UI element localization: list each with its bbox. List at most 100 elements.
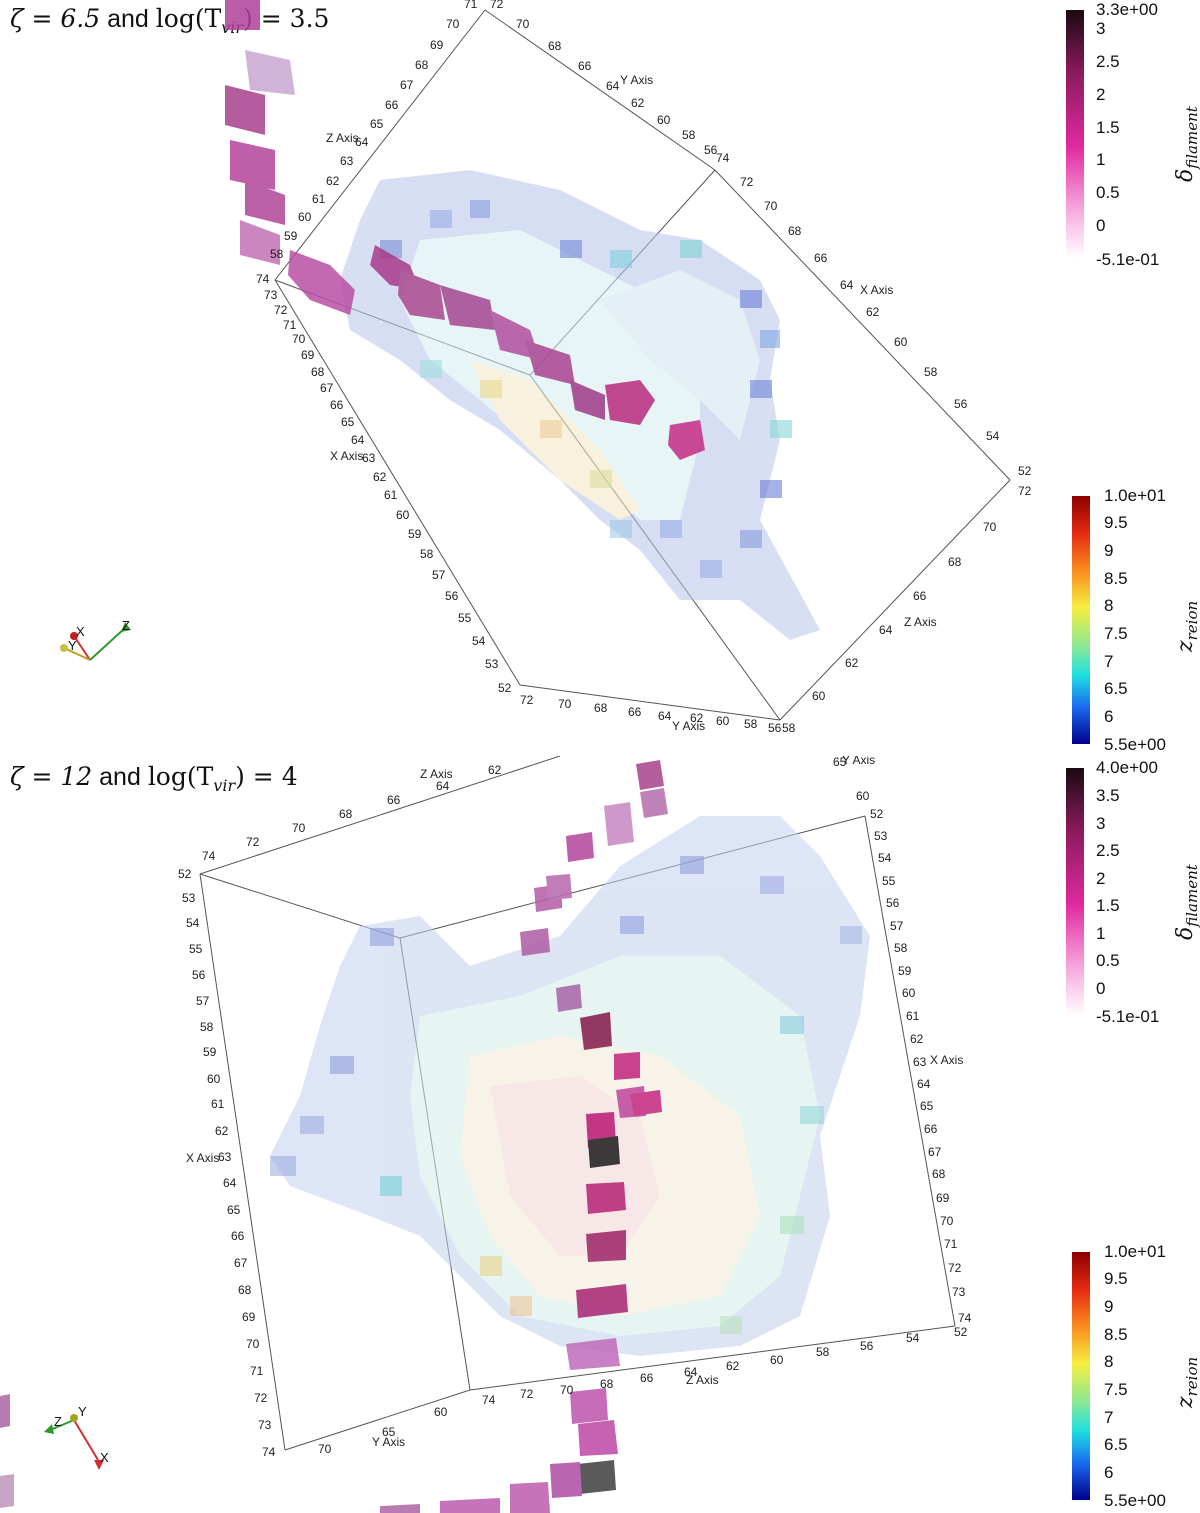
svg-text:60: 60 xyxy=(716,714,730,728)
ticks-bottom-y: 70 65 60 Y Axis xyxy=(318,1405,448,1456)
ticks-right-x: 52 53 54 55 56 57 58 59 60 61 62 63 64 6… xyxy=(870,807,972,1325)
svg-text:Z: Z xyxy=(54,1414,62,1429)
svg-text:67: 67 xyxy=(320,381,334,395)
svg-text:53: 53 xyxy=(874,829,888,843)
svg-text:54: 54 xyxy=(986,429,1000,443)
svg-text:60: 60 xyxy=(902,986,916,1000)
ticks-top-y: 65 60 Y Axis xyxy=(833,756,875,803)
svg-text:61: 61 xyxy=(312,192,326,206)
svg-text:58: 58 xyxy=(420,547,434,561)
svg-text:0: 0 xyxy=(1096,216,1105,235)
svg-text:6: 6 xyxy=(1104,1463,1113,1482)
svg-text:55: 55 xyxy=(189,942,203,956)
svg-text:70: 70 xyxy=(246,1337,260,1351)
svg-text:3: 3 xyxy=(1096,814,1105,833)
colorbar-zreion: 1.0e+01 9.5 9 8.5 8 7.5 7 6.5 6 5.5e+00 … xyxy=(1072,1242,1200,1510)
svg-text:70: 70 xyxy=(764,199,778,213)
svg-text:δfilament: δfilament xyxy=(1173,105,1200,182)
svg-text:59: 59 xyxy=(408,527,422,541)
svg-text:8.5: 8.5 xyxy=(1104,1325,1128,1344)
svg-text:Z: Z xyxy=(122,618,130,633)
svg-text:60: 60 xyxy=(298,210,312,224)
svg-text:2.5: 2.5 xyxy=(1096,841,1120,860)
svg-text:68: 68 xyxy=(238,1283,252,1297)
ticks-bottom-y: 72 70 68 66 64 62 60 58 56 Y Axis xyxy=(520,693,782,735)
svg-text:62: 62 xyxy=(845,656,859,670)
svg-text:1: 1 xyxy=(1096,924,1105,943)
svg-text:66: 66 xyxy=(330,398,344,412)
svg-text:62: 62 xyxy=(488,763,502,777)
svg-text:61: 61 xyxy=(211,1097,225,1111)
svg-text:67: 67 xyxy=(234,1256,248,1270)
svg-text:-5.1e-01: -5.1e-01 xyxy=(1096,250,1159,269)
svg-text:65: 65 xyxy=(227,1203,241,1217)
svg-text:58: 58 xyxy=(816,1345,830,1359)
svg-text:60: 60 xyxy=(396,508,410,522)
svg-text:8.5: 8.5 xyxy=(1104,569,1128,588)
svg-text:72: 72 xyxy=(246,835,260,849)
ticks-top-y: 72 70 68 66 64 62 60 58 56 Y Axis xyxy=(490,0,718,157)
svg-text:56: 56 xyxy=(954,397,968,411)
svg-text:9: 9 xyxy=(1104,1297,1113,1316)
svg-text:8: 8 xyxy=(1104,596,1113,615)
svg-text:66: 66 xyxy=(385,98,399,112)
svg-text:Y Axis: Y Axis xyxy=(842,756,875,767)
svg-text:52: 52 xyxy=(954,1325,968,1339)
svg-text:Z Axis: Z Axis xyxy=(686,1373,719,1387)
panel-title: ζ = 12 and log(Tvir) = 4 xyxy=(10,762,298,795)
svg-text:0.5: 0.5 xyxy=(1096,951,1120,970)
svg-text:60: 60 xyxy=(207,1072,221,1086)
svg-text:71: 71 xyxy=(464,0,478,11)
svg-text:72: 72 xyxy=(520,1387,534,1401)
svg-text:68: 68 xyxy=(594,701,608,715)
svg-text:70: 70 xyxy=(983,520,997,534)
svg-text:69: 69 xyxy=(301,348,315,362)
svg-text:Z Axis: Z Axis xyxy=(326,131,359,145)
svg-text:-5.1e-01: -5.1e-01 xyxy=(1096,1007,1159,1026)
svg-text:73: 73 xyxy=(264,288,278,302)
svg-text:56: 56 xyxy=(886,896,900,910)
ticks-top-left-z: 71 70 69 68 67 66 65 64 63 62 61 60 59 5… xyxy=(270,0,478,261)
svg-text:72: 72 xyxy=(948,1261,962,1275)
svg-text:72: 72 xyxy=(254,1391,268,1405)
svg-text:58: 58 xyxy=(744,717,758,731)
svg-text:62: 62 xyxy=(326,174,340,188)
svg-text:63: 63 xyxy=(913,1055,927,1069)
ticks-top-z: 74 72 70 68 66 64 62 Z Axis xyxy=(202,763,502,863)
svg-text:67: 67 xyxy=(400,78,414,92)
svg-text:64: 64 xyxy=(436,779,450,793)
svg-text:71: 71 xyxy=(283,318,297,332)
svg-text:62: 62 xyxy=(373,470,387,484)
colorbar-zreion: 1.0e+01 9.5 9 8.5 8 7.5 7 6.5 6 5.5e+00 … xyxy=(1072,486,1200,754)
svg-text:Y: Y xyxy=(78,1404,87,1419)
svg-text:73: 73 xyxy=(258,1418,272,1432)
svg-text:66: 66 xyxy=(924,1122,938,1136)
svg-text:3: 3 xyxy=(1096,19,1105,38)
svg-text:Y Axis: Y Axis xyxy=(372,1435,405,1449)
svg-text:64: 64 xyxy=(879,623,893,637)
svg-text:52: 52 xyxy=(498,681,512,695)
svg-text:68: 68 xyxy=(339,807,353,821)
orientation-triad: Z X Y xyxy=(60,618,131,661)
svg-text:72: 72 xyxy=(740,175,754,189)
svg-text:56: 56 xyxy=(704,143,718,157)
svg-text:57: 57 xyxy=(432,568,446,582)
svg-text:Z Axis: Z Axis xyxy=(904,615,937,629)
ticks-right-z: 72 70 68 66 64 62 60 58 Z Axis xyxy=(782,484,1032,735)
svg-text:68: 68 xyxy=(548,39,562,53)
svg-text:Y: Y xyxy=(68,638,77,653)
svg-text:57: 57 xyxy=(196,994,210,1008)
orientation-triad: X Z Y xyxy=(44,1404,109,1470)
svg-text:67: 67 xyxy=(928,1145,942,1159)
panel-bottom: ζ = 12 and log(Tvir) = 4 xyxy=(0,756,1200,1513)
svg-text:65: 65 xyxy=(382,1425,396,1439)
colorbar-filament: 4.0e+00 3.5 3 2.5 2 1.5 1 0.5 0 -5.1e-01… xyxy=(1066,758,1200,1026)
svg-text:68: 68 xyxy=(932,1167,946,1181)
svg-text:62: 62 xyxy=(866,305,880,319)
svg-text:66: 66 xyxy=(628,705,642,719)
svg-text:8: 8 xyxy=(1104,1352,1113,1371)
svg-text:58: 58 xyxy=(924,365,938,379)
svg-text:2: 2 xyxy=(1096,85,1105,104)
svg-text:3.3e+00: 3.3e+00 xyxy=(1096,0,1158,19)
svg-text:70: 70 xyxy=(558,697,572,711)
